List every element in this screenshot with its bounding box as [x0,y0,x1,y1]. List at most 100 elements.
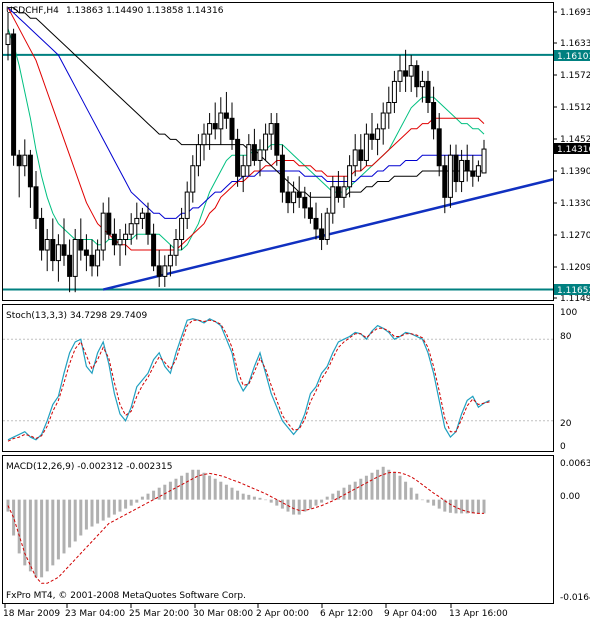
macd-histogram-bar [96,499,100,524]
current-price-tag: 1.14316 [554,143,590,155]
macd-histogram-bar [62,499,66,554]
stoch-pane-frame[interactable] [2,304,554,452]
candle-body [22,154,28,167]
macd-histogram-bar [17,499,21,554]
candle-body [436,128,442,167]
macd-histogram-bar [415,493,419,500]
candle-body [330,186,336,214]
candle-body [447,154,453,198]
macd-histogram-bar [426,499,430,503]
candle-body [324,212,330,241]
macd-histogram-bar [448,499,452,513]
level-high-value: 1.16103 [557,52,590,62]
macd-pane-frame[interactable] [2,455,554,604]
macd-histogram-bar [185,472,189,500]
macd-histogram-bar [157,487,161,500]
candle-body [95,249,101,267]
candle-body [167,254,173,267]
candle-body [179,217,185,241]
moving-average-line [7,28,485,251]
stoch-marks [3,318,553,442]
macd-histogram-bar [342,487,346,500]
candle-body [195,144,201,167]
macd-histogram-bar [45,499,49,572]
candle-body [72,239,78,277]
macd-histogram-bar [258,497,262,500]
candle-body [16,154,22,167]
candle-body [285,191,291,204]
macd-histogram-bar [325,496,329,500]
stoch-main-line [7,318,490,441]
macd-histogram-bar [129,499,133,506]
candle-body [33,186,39,219]
candle-body [55,244,61,262]
macd-histogram-bar [135,499,139,503]
time-axis: 18 Mar 2009 23 Mar 04:00 25 Mar 20:00 30… [3,604,508,619]
time-label: 9 Apr 04:00 [384,609,437,619]
candle-body [50,239,56,262]
candle-body [363,133,369,161]
candle-body [201,133,207,146]
candle-body [83,249,89,256]
candle-body [375,128,381,140]
candle-body [128,223,134,235]
candle-body [100,212,106,251]
macd-tick: 0.00 [560,492,580,502]
macd-label: MACD(12,26,9) -0.002312 -0.002315 [6,462,172,472]
macd-histogram-bar [152,490,156,500]
macd-histogram-bar [163,484,167,500]
candle-body [67,254,73,277]
candle-body [302,196,308,209]
candle-body [319,228,325,241]
macd-histogram-bar [359,478,363,500]
stoch-tick: 0 [560,442,566,452]
macd-histogram-bar [208,475,212,500]
macd-signal-line [7,471,484,584]
candle-body [313,217,319,230]
macd-histogram-bar [275,499,279,506]
stoch-tick: 80 [560,332,572,342]
candle-body [39,217,45,251]
macd-histogram-bar [320,499,324,503]
price-tick: 1.16935 [560,8,590,18]
macd-histogram-bar [196,469,200,500]
time-label: 23 Mar 04:00 [65,609,125,619]
macd-histogram-bar [107,499,111,518]
candle-body [173,239,179,256]
stoch-tick: 20 [560,419,572,429]
candle-body [481,148,487,174]
macd-histogram-bar [247,494,251,500]
candle-body [475,165,481,177]
time-label: 30 Mar 08:00 [193,609,253,619]
macd-histogram-bar [40,499,44,578]
candle-body [459,159,465,183]
candle-body [156,265,162,277]
candle-body [279,154,285,193]
macd-histogram-bar [292,499,296,515]
macd-histogram-bar [202,472,206,500]
price-pane-frame[interactable] [2,2,554,301]
macd-histogram-bar [476,499,480,514]
moving-average-line [7,7,485,251]
macd-histogram-bar [264,499,268,501]
macd-histogram-bar [437,499,441,509]
time-label: 25 Mar 20:00 [129,609,189,619]
candle-body [408,65,414,77]
moving-average-line [8,7,484,198]
price-tick: 1.15120 [560,103,590,113]
stoch-axis: 100 80 20 0 [560,308,577,452]
macd-histogram-bar [303,499,307,512]
candle-body [151,233,157,267]
macd-histogram-bar [23,499,27,566]
price-tick: 1.15720 [560,71,590,81]
macd-histogram-bar [465,499,469,514]
candle-body [240,165,246,177]
macd-histogram-bar [432,499,436,506]
level-low-tag: 1.11652 [554,284,590,296]
macd-histogram-bar [376,469,380,500]
candle-body [207,123,213,135]
candle-body [218,112,224,130]
